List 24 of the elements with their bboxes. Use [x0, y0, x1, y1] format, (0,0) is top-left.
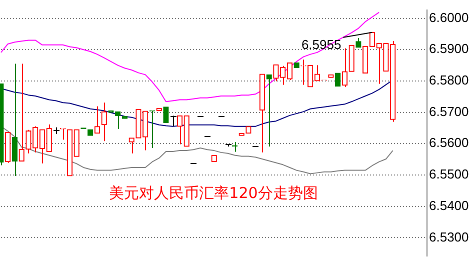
- candlestick: [259, 74, 266, 153]
- y-tick-label: 6.5300: [429, 229, 469, 244]
- candlestick: [273, 64, 279, 82]
- candlestick: [94, 106, 100, 134]
- candlestick: [26, 129, 32, 154]
- candlestick: [342, 48, 348, 88]
- y-tick-label: 6.6000: [429, 10, 469, 25]
- candlestick: [390, 40, 396, 122]
- candlestick: [266, 74, 272, 147]
- candlestick: [5, 132, 11, 164]
- candlestick: [170, 115, 177, 127]
- y-tick-label: 6.5400: [429, 198, 469, 213]
- candlestick: [101, 102, 107, 142]
- y-tick-label: 6.5600: [429, 135, 469, 150]
- candlestick: [356, 38, 362, 48]
- candlestick: [12, 63, 18, 176]
- candlestick: [18, 63, 24, 162]
- y-tick-label: 6.5700: [429, 104, 469, 119]
- text: 美元对人民币汇率120分走势图: [108, 184, 319, 203]
- candlestick: [128, 138, 134, 154]
- y-tick-label: 6.5900: [429, 41, 469, 56]
- y-tick-label: 6.5800: [429, 72, 469, 88]
- candlestick: [142, 110, 148, 151]
- y-tick-label: 6.5500: [429, 166, 469, 182]
